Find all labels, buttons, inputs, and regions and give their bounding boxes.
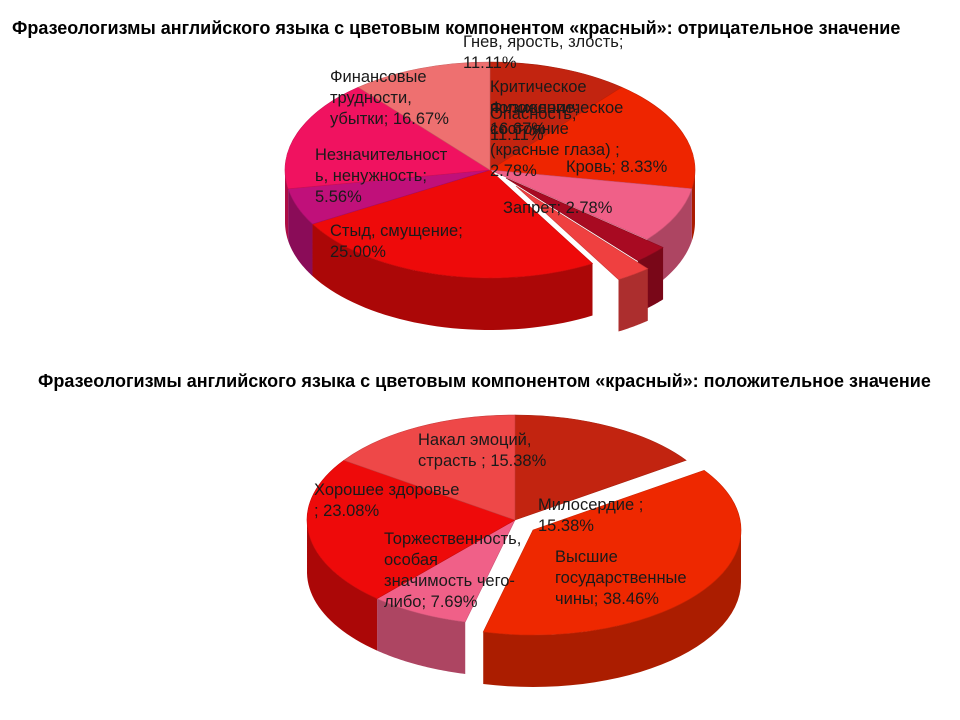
pie-slice-4 bbox=[505, 177, 664, 262]
slice-label-8: Финансовые трудности, убытки; 16.67% bbox=[330, 68, 449, 128]
pie-slice-3 bbox=[376, 519, 516, 623]
pie-sides bbox=[307, 521, 741, 687]
slice-label-3: Кровь; 8.33% bbox=[566, 158, 668, 176]
pie-side-4 bbox=[307, 521, 378, 651]
slice-label-2: Критическое положение; 16.67% bbox=[490, 78, 587, 138]
pie-slice-6 bbox=[311, 169, 594, 279]
pie-side-5 bbox=[618, 268, 648, 332]
chart-title-positive: Фразеологизмы английского языка с цветов… bbox=[38, 371, 931, 391]
pie-slice-2 bbox=[489, 86, 696, 190]
pie-slice-8 bbox=[284, 86, 491, 190]
slice-label-9: Опасность; 11.11% bbox=[490, 105, 576, 144]
pie-side-3 bbox=[377, 598, 466, 674]
pie-sides bbox=[285, 169, 695, 332]
pie-side-2 bbox=[483, 529, 741, 687]
slice-label-5: Накал эмоций, страсть ; 15.38% bbox=[418, 431, 547, 470]
slice-label-6: Стыд, смущение; 25.00% bbox=[330, 222, 463, 261]
slice-label-1: Милосердие ; 15.38% bbox=[538, 496, 643, 535]
slice-label-5: Запрет; 2.78% bbox=[503, 199, 613, 217]
pie-slice-1 bbox=[514, 414, 687, 521]
pie-slice-1 bbox=[489, 61, 623, 171]
slice-label-4: Хорошее здоровье; 23.08% bbox=[314, 481, 459, 520]
pie-slice-5 bbox=[515, 185, 649, 280]
slice-label-2: Высшие государственные чины; 38.46% bbox=[555, 548, 687, 608]
pie-slice-9 bbox=[357, 61, 491, 171]
slice-label-7: Незначительност ь, ненужность; 5.56% bbox=[315, 146, 448, 206]
slice-label-1: Гнев, ярость, злость; 11.11% bbox=[463, 33, 623, 72]
pie-slice-2 bbox=[482, 470, 742, 636]
slice-label-3: Торжественность, особая значимость чего-ли… bbox=[384, 530, 521, 611]
pie-slice-5 bbox=[343, 414, 516, 521]
pie-chart-1: Гнев, ярость, злость; 11.11% Критическое по… bbox=[284, 33, 696, 332]
chart-title-negative: Фразеологизмы английского языка с цветов… bbox=[12, 18, 901, 38]
slice-label-4: Физиологическое состояние (красные глаза) … bbox=[490, 99, 623, 180]
pie-side-6 bbox=[312, 224, 593, 330]
pie-chart-2: Милосердие ; 15.38% Высшие государственные ч… bbox=[306, 414, 742, 687]
pie-slice-4 bbox=[306, 460, 516, 599]
pie-side-7 bbox=[288, 188, 313, 277]
pie-slice-3 bbox=[489, 169, 693, 240]
